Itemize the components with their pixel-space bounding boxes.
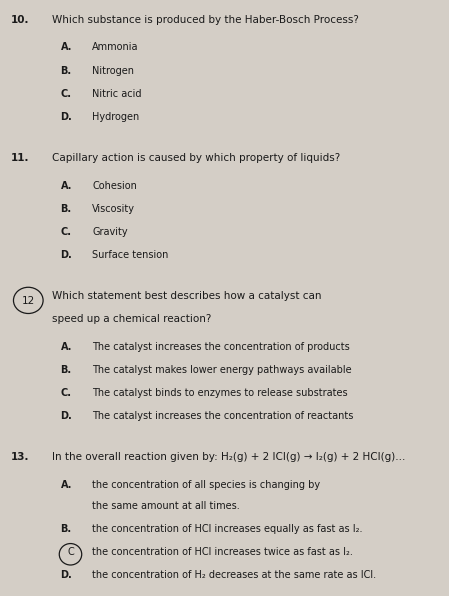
Text: Gravity: Gravity: [92, 227, 128, 237]
Text: the concentration of H₂ decreases at the same rate as ICl.: the concentration of H₂ decreases at the…: [92, 570, 376, 581]
Text: The catalyst makes lower energy pathways available: The catalyst makes lower energy pathways…: [92, 365, 352, 375]
Text: Ammonia: Ammonia: [92, 42, 139, 52]
Text: D.: D.: [61, 570, 72, 581]
Text: In the overall reaction given by: H₂(g) + 2 ICl(g) → I₂(g) + 2 HCl(g)...: In the overall reaction given by: H₂(g) …: [52, 452, 405, 462]
Text: 10.: 10.: [11, 15, 30, 25]
Text: 11.: 11.: [11, 153, 30, 163]
Text: B.: B.: [61, 365, 72, 375]
Text: A.: A.: [61, 480, 72, 490]
Text: D.: D.: [61, 112, 72, 122]
Text: Which substance is produced by the Haber-Bosch Process?: Which substance is produced by the Haber…: [52, 15, 358, 25]
Text: the concentration of HCl increases twice as fast as I₂.: the concentration of HCl increases twice…: [92, 547, 353, 557]
Text: Which statement best describes how a catalyst can: Which statement best describes how a cat…: [52, 291, 321, 302]
Text: speed up a chemical reaction?: speed up a chemical reaction?: [52, 314, 211, 324]
Text: The catalyst increases the concentration of products: The catalyst increases the concentration…: [92, 342, 350, 352]
Text: Hydrogen: Hydrogen: [92, 112, 139, 122]
Text: A.: A.: [61, 342, 72, 352]
Text: Surface tension: Surface tension: [92, 250, 168, 260]
Text: Nitric acid: Nitric acid: [92, 89, 141, 99]
Text: A.: A.: [61, 42, 72, 52]
Text: B.: B.: [61, 524, 72, 534]
Text: C.: C.: [61, 227, 71, 237]
Text: D.: D.: [61, 411, 72, 421]
Text: the concentration of HCl increases equally as fast as I₂.: the concentration of HCl increases equal…: [92, 524, 362, 534]
Text: C.: C.: [61, 89, 71, 99]
Text: 13.: 13.: [11, 452, 30, 462]
Text: Cohesion: Cohesion: [92, 181, 137, 191]
Text: A.: A.: [61, 181, 72, 191]
Text: The catalyst increases the concentration of reactants: The catalyst increases the concentration…: [92, 411, 353, 421]
Text: C.: C.: [61, 388, 71, 398]
Text: D.: D.: [61, 250, 72, 260]
Text: Capillary action is caused by which property of liquids?: Capillary action is caused by which prop…: [52, 153, 340, 163]
Text: The catalyst binds to enzymes to release substrates: The catalyst binds to enzymes to release…: [92, 388, 348, 398]
Text: C: C: [67, 547, 74, 557]
Text: 12: 12: [22, 296, 35, 306]
Text: Viscosity: Viscosity: [92, 204, 135, 214]
Text: the same amount at all times.: the same amount at all times.: [92, 501, 240, 511]
Text: the concentration of all species is changing by: the concentration of all species is chan…: [92, 480, 320, 490]
Text: Nitrogen: Nitrogen: [92, 66, 134, 76]
Text: B.: B.: [61, 204, 72, 214]
Text: B.: B.: [61, 66, 72, 76]
